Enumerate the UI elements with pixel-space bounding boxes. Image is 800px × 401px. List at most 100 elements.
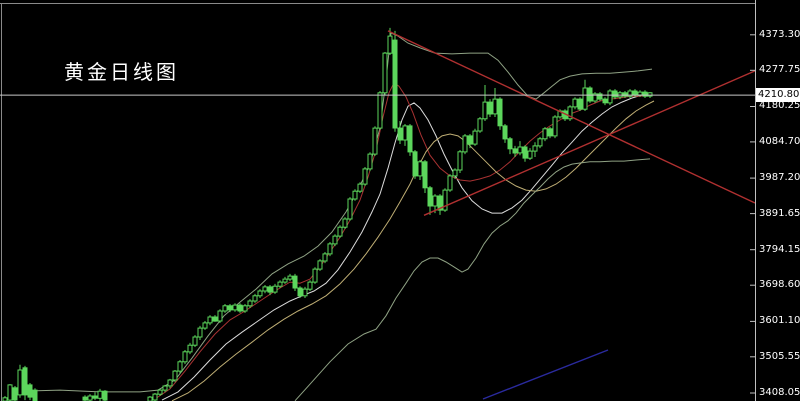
candle-up [162,385,168,391]
candle-up [447,175,453,191]
candle-up [332,235,338,245]
candle-down [82,396,88,401]
price-axis-label: 4277.75 [759,64,800,75]
candle-down [22,367,28,396]
candle-up [607,90,613,104]
candle-up [472,130,478,145]
candle-down [497,98,503,127]
candle-up [327,243,333,255]
candle-down [502,125,508,140]
current-price-tag: 4210.80 [756,88,800,102]
candle-up [527,150,533,159]
upper-band-line [17,32,653,393]
candle-up [272,285,278,293]
candle-up [462,135,468,153]
candle-up [287,275,293,280]
blue-trend-segment [482,349,609,400]
candle-up [372,127,378,155]
candle-up [247,300,253,307]
candle-down [227,305,233,311]
price-axis-label: 3698.60 [759,279,800,290]
candle-down [237,304,243,312]
price-axis-label: 4084.70 [759,136,800,147]
candle-up [322,253,328,262]
candle-down [212,316,218,322]
candle-down [12,387,18,401]
candle-up [302,288,308,297]
candle-down [642,91,648,97]
candle-down [632,90,638,96]
candle-up [192,336,198,346]
candle-up [277,281,283,287]
candle-down [602,98,608,104]
candle-up [362,168,368,185]
candle-up [452,169,458,177]
candle-up [477,118,483,132]
candle-down [32,389,38,401]
candle-down [422,161,428,189]
candle-up [517,146,523,154]
candle-down [597,93,603,100]
candle-down [92,395,98,399]
candle-down [27,384,33,398]
candle-up [537,138,543,147]
candle-up [207,316,213,324]
price-axis-label: 4373.30 [759,29,800,40]
price-axis-label: 3794.15 [759,244,800,255]
candle-up [222,305,228,312]
candle-down [522,146,528,159]
candle-down [587,87,593,102]
candle-down [292,275,298,289]
candle-up [357,183,363,192]
candle-up [532,145,538,152]
price-axis-label: 3601.10 [759,315,800,326]
candle-up [492,98,498,115]
candle-up [337,226,343,237]
candle-up [97,390,103,399]
candle-up [147,396,153,401]
candle-up [187,344,193,353]
candle-down [467,135,473,145]
candle-down [102,390,108,401]
candle-up [367,153,373,170]
candle-up [592,93,598,102]
candle-down [267,286,273,293]
white-ma-line [161,92,653,401]
candle-up [387,35,393,54]
candle-up [417,161,423,177]
candle-up [232,304,238,311]
candle-up [7,384,13,401]
candle-up [647,92,653,97]
candle-down [437,195,443,211]
candle-up [307,281,313,290]
yellow-ma-line [171,100,655,401]
price-axis-label: 4180.25 [759,100,800,111]
candle-up [177,361,183,372]
candle-up [197,327,203,338]
candle-up [2,397,8,401]
descending-resistance [387,30,756,204]
candle-down [412,151,418,177]
candle-up [172,370,178,381]
candle-down [512,148,518,154]
candle-up [87,395,93,401]
candle-up [282,278,288,283]
candle-up [457,151,463,171]
candle-up [17,369,23,396]
price-axis-label: 3891.65 [759,208,800,219]
candle-down [622,92,628,97]
candle-up [542,128,548,140]
candle-down [612,90,618,98]
candle-up [382,52,388,94]
candle-up [242,305,248,312]
candle-up [552,116,558,137]
candle-up [182,351,188,363]
candle-down [577,98,583,110]
price-axis-label: 3408.05 [759,387,800,398]
candle-up [567,106,573,120]
candle-up [402,125,408,141]
candle-up [317,260,323,270]
price-axis-label: 3505.55 [759,351,800,362]
